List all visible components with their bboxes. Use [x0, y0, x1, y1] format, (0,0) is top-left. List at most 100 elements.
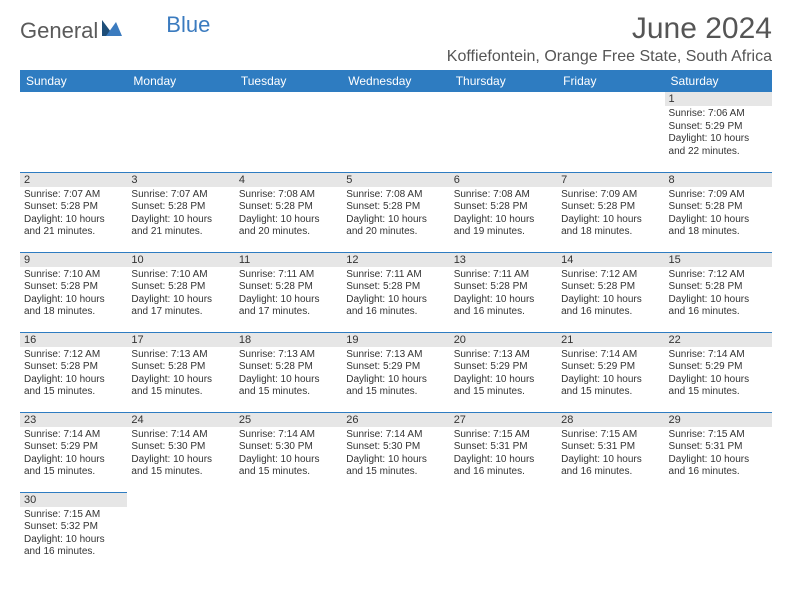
calendar-cell: 7Sunrise: 7:09 AMSunset: 5:28 PMDaylight… [557, 172, 664, 252]
sunrise-text: Sunrise: 7:15 AM [669, 429, 768, 442]
sunrise-text: Sunrise: 7:11 AM [239, 269, 338, 282]
sunrise-text: Sunrise: 7:14 AM [239, 429, 338, 442]
daylight-text: and 18 minutes. [561, 226, 660, 239]
sunset-text: Sunset: 5:28 PM [131, 281, 230, 294]
daylight-text: Daylight: 10 hours [669, 214, 768, 227]
daylight-text: Daylight: 10 hours [24, 374, 123, 387]
daylight-text: and 15 minutes. [346, 466, 445, 479]
sunset-text: Sunset: 5:29 PM [561, 361, 660, 374]
sunrise-text: Sunrise: 7:08 AM [454, 189, 553, 202]
sunrise-text: Sunrise: 7:07 AM [131, 189, 230, 202]
calendar-cell: 21Sunrise: 7:14 AMSunset: 5:29 PMDayligh… [557, 332, 664, 412]
daylight-text: Daylight: 10 hours [131, 374, 230, 387]
weekday-header-row: SundayMondayTuesdayWednesdayThursdayFrid… [20, 70, 772, 92]
weekday-header: Sunday [20, 70, 127, 92]
daylight-text: and 16 minutes. [669, 466, 768, 479]
sunset-text: Sunset: 5:28 PM [561, 201, 660, 214]
sunrise-text: Sunrise: 7:15 AM [454, 429, 553, 442]
calendar-cell: 1Sunrise: 7:06 AMSunset: 5:29 PMDaylight… [665, 92, 772, 172]
day-number: 26 [342, 413, 449, 427]
sunset-text: Sunset: 5:28 PM [24, 361, 123, 374]
sunset-text: Sunset: 5:28 PM [239, 361, 338, 374]
daylight-text: and 16 minutes. [346, 306, 445, 319]
header: General Blue June 2024 Koffiefontein, Or… [20, 12, 772, 66]
weekday-header: Thursday [450, 70, 557, 92]
day-number: 20 [450, 333, 557, 347]
logo-text-general: General [20, 18, 98, 44]
daylight-text: and 16 minutes. [561, 306, 660, 319]
daylight-text: and 15 minutes. [346, 386, 445, 399]
weekday-header: Saturday [665, 70, 772, 92]
sunset-text: Sunset: 5:31 PM [669, 441, 768, 454]
calendar-cell: 18Sunrise: 7:13 AMSunset: 5:28 PMDayligh… [235, 332, 342, 412]
calendar-cell [557, 92, 664, 172]
sunrise-text: Sunrise: 7:15 AM [561, 429, 660, 442]
sunset-text: Sunset: 5:29 PM [454, 361, 553, 374]
day-number: 29 [665, 413, 772, 427]
daylight-text: and 15 minutes. [24, 386, 123, 399]
sunrise-text: Sunrise: 7:08 AM [346, 189, 445, 202]
daylight-text: Daylight: 10 hours [454, 374, 553, 387]
calendar-cell: 23Sunrise: 7:14 AMSunset: 5:29 PMDayligh… [20, 412, 127, 492]
daylight-text: Daylight: 10 hours [454, 294, 553, 307]
location-subtitle: Koffiefontein, Orange Free State, South … [447, 48, 772, 66]
daylight-text: Daylight: 10 hours [239, 374, 338, 387]
sunset-text: Sunset: 5:28 PM [239, 201, 338, 214]
daylight-text: and 15 minutes. [131, 466, 230, 479]
weekday-header: Friday [557, 70, 664, 92]
daylight-text: Daylight: 10 hours [24, 534, 123, 547]
day-number: 2 [20, 173, 127, 187]
day-number: 13 [450, 253, 557, 267]
calendar-cell: 27Sunrise: 7:15 AMSunset: 5:31 PMDayligh… [450, 412, 557, 492]
sunset-text: Sunset: 5:31 PM [454, 441, 553, 454]
sunrise-text: Sunrise: 7:11 AM [454, 269, 553, 282]
weekday-header: Tuesday [235, 70, 342, 92]
sunrise-text: Sunrise: 7:11 AM [346, 269, 445, 282]
calendar-cell: 10Sunrise: 7:10 AMSunset: 5:28 PMDayligh… [127, 252, 234, 332]
calendar-cell: 14Sunrise: 7:12 AMSunset: 5:28 PMDayligh… [557, 252, 664, 332]
sunrise-text: Sunrise: 7:14 AM [24, 429, 123, 442]
daylight-text: Daylight: 10 hours [561, 214, 660, 227]
sunrise-text: Sunrise: 7:12 AM [669, 269, 768, 282]
title-block: June 2024 Koffiefontein, Orange Free Sta… [447, 12, 772, 66]
daylight-text: Daylight: 10 hours [669, 454, 768, 467]
daylight-text: Daylight: 10 hours [561, 374, 660, 387]
sunset-text: Sunset: 5:29 PM [346, 361, 445, 374]
day-number: 4 [235, 173, 342, 187]
daylight-text: and 15 minutes. [561, 386, 660, 399]
calendar-cell: 3Sunrise: 7:07 AMSunset: 5:28 PMDaylight… [127, 172, 234, 252]
daylight-text: and 16 minutes. [669, 306, 768, 319]
sunset-text: Sunset: 5:30 PM [131, 441, 230, 454]
daylight-text: Daylight: 10 hours [239, 294, 338, 307]
calendar-cell [235, 492, 342, 572]
sunset-text: Sunset: 5:32 PM [24, 521, 123, 534]
daylight-text: Daylight: 10 hours [561, 294, 660, 307]
day-number: 23 [20, 413, 127, 427]
sunrise-text: Sunrise: 7:13 AM [239, 349, 338, 362]
calendar-cell: 16Sunrise: 7:12 AMSunset: 5:28 PMDayligh… [20, 332, 127, 412]
logo-sail-icon [100, 18, 124, 44]
sunrise-text: Sunrise: 7:13 AM [131, 349, 230, 362]
calendar-cell: 9Sunrise: 7:10 AMSunset: 5:28 PMDaylight… [20, 252, 127, 332]
calendar-body: 1Sunrise: 7:06 AMSunset: 5:29 PMDaylight… [20, 92, 772, 572]
sunrise-text: Sunrise: 7:14 AM [669, 349, 768, 362]
calendar-cell: 20Sunrise: 7:13 AMSunset: 5:29 PMDayligh… [450, 332, 557, 412]
daylight-text: Daylight: 10 hours [454, 454, 553, 467]
day-number: 30 [20, 493, 127, 507]
sunrise-text: Sunrise: 7:14 AM [561, 349, 660, 362]
day-number: 16 [20, 333, 127, 347]
daylight-text: and 17 minutes. [239, 306, 338, 319]
daylight-text: Daylight: 10 hours [346, 374, 445, 387]
day-number: 11 [235, 253, 342, 267]
calendar-cell: 26Sunrise: 7:14 AMSunset: 5:30 PMDayligh… [342, 412, 449, 492]
sunset-text: Sunset: 5:28 PM [561, 281, 660, 294]
daylight-text: Daylight: 10 hours [669, 374, 768, 387]
day-number: 3 [127, 173, 234, 187]
day-number: 19 [342, 333, 449, 347]
daylight-text: and 15 minutes. [239, 466, 338, 479]
sunrise-text: Sunrise: 7:09 AM [561, 189, 660, 202]
daylight-text: Daylight: 10 hours [346, 454, 445, 467]
day-number: 25 [235, 413, 342, 427]
calendar-cell [450, 492, 557, 572]
calendar-cell [235, 92, 342, 172]
